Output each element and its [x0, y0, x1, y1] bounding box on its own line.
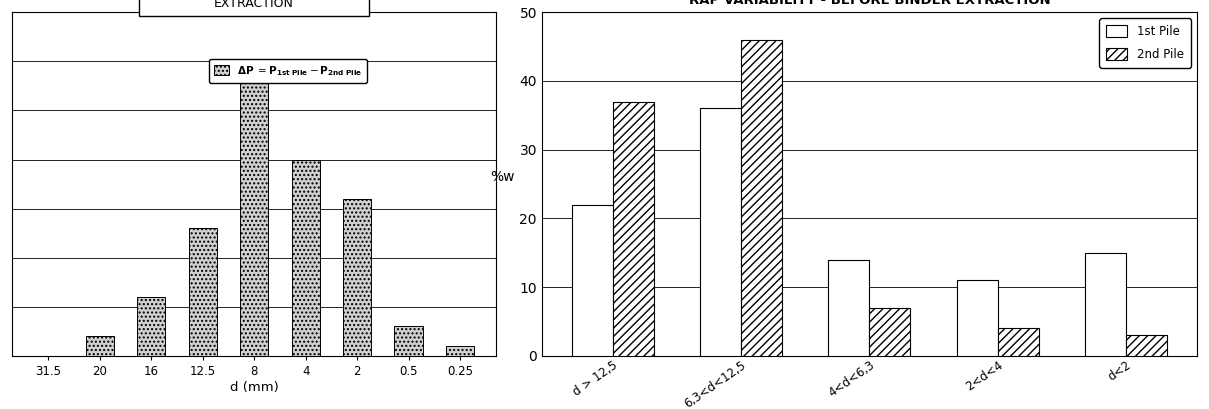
Bar: [572, 204, 613, 356]
X-axis label: d (mm): d (mm): [230, 381, 278, 393]
Y-axis label: %w: %w: [491, 170, 515, 184]
Bar: [869, 308, 910, 356]
Bar: [613, 101, 654, 356]
Bar: [828, 260, 869, 356]
Bar: [956, 280, 997, 356]
Bar: [741, 40, 782, 356]
Bar: [291, 160, 320, 356]
Title: RAP VARIABILITY - BEFORE BINDER EXTRACTION: RAP VARIABILITY - BEFORE BINDER EXTRACTI…: [689, 0, 1051, 7]
Bar: [137, 297, 166, 356]
Bar: [1126, 335, 1167, 356]
Legend: 1st Pile, 2nd Pile: 1st Pile, 2nd Pile: [1099, 18, 1191, 68]
Bar: [394, 326, 423, 356]
Legend: $\mathbf{\Delta P}$ $= \mathbf{P}_{\mathbf{1st\ Pile}} - \mathbf{P}_{\mathbf{2nd: $\mathbf{\Delta P}$ $= \mathbf{P}_{\math…: [209, 59, 368, 83]
Title: RAP VARIABILITY - BEFORE BINDER
EXTRACTION: RAP VARIABILITY - BEFORE BINDER EXTRACTI…: [145, 0, 363, 10]
Bar: [241, 61, 268, 356]
Bar: [343, 199, 371, 356]
Bar: [86, 336, 114, 356]
Bar: [700, 108, 741, 356]
Bar: [1084, 253, 1126, 356]
Bar: [189, 228, 216, 356]
Bar: [997, 328, 1039, 356]
Bar: [446, 346, 474, 356]
